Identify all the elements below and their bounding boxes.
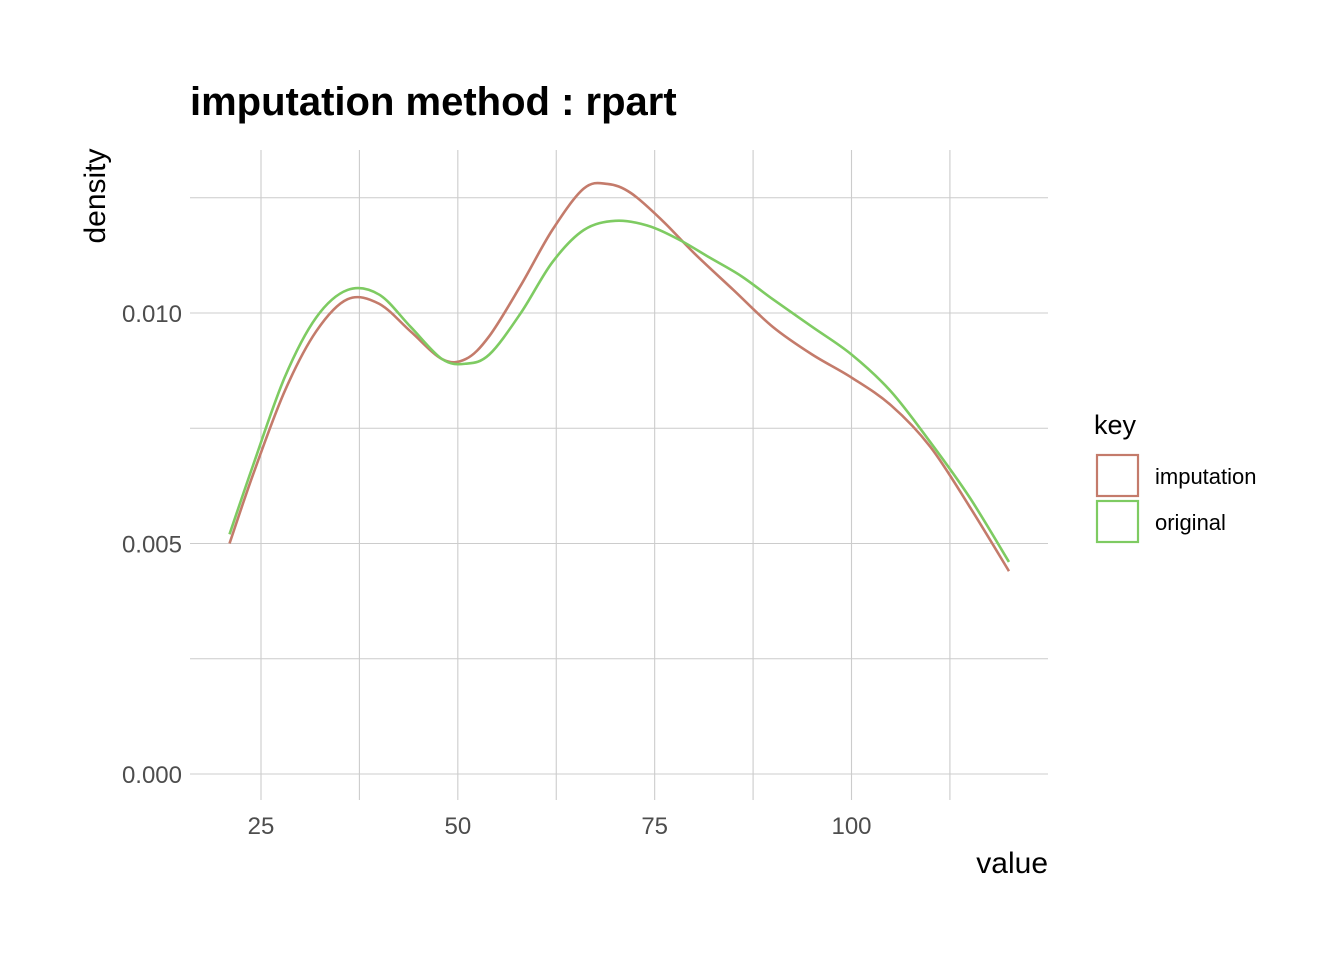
y-tick-label: 0.005	[122, 532, 182, 559]
x-tick-label: 100	[831, 813, 871, 840]
series-line-original	[228, 219, 1011, 563]
density-lines	[228, 181, 1011, 572]
x-axis-ticks: 25 50 75 100	[248, 813, 872, 840]
legend-key-imputation	[1095, 453, 1140, 498]
legend-label-original: original	[1155, 510, 1226, 535]
x-tick-label: 25	[248, 813, 275, 840]
chart-title: imputation method : rpart	[190, 80, 677, 124]
grid	[190, 150, 1048, 800]
x-axis-title: value	[976, 847, 1048, 880]
y-axis-title: density	[79, 148, 112, 243]
x-tick-label: 50	[444, 813, 471, 840]
y-tick-label: 0.000	[122, 762, 182, 789]
legend-title: key	[1094, 410, 1137, 440]
legend-key-original	[1095, 499, 1140, 544]
series-line-imputation	[228, 181, 1011, 572]
x-tick-label: 75	[641, 813, 668, 840]
legend-label-imputation: imputation	[1155, 464, 1257, 489]
y-tick-label: 0.010	[122, 301, 182, 328]
y-axis-ticks: 0.000 0.005 0.010	[122, 301, 182, 789]
legend: key imputation original	[1094, 410, 1257, 544]
